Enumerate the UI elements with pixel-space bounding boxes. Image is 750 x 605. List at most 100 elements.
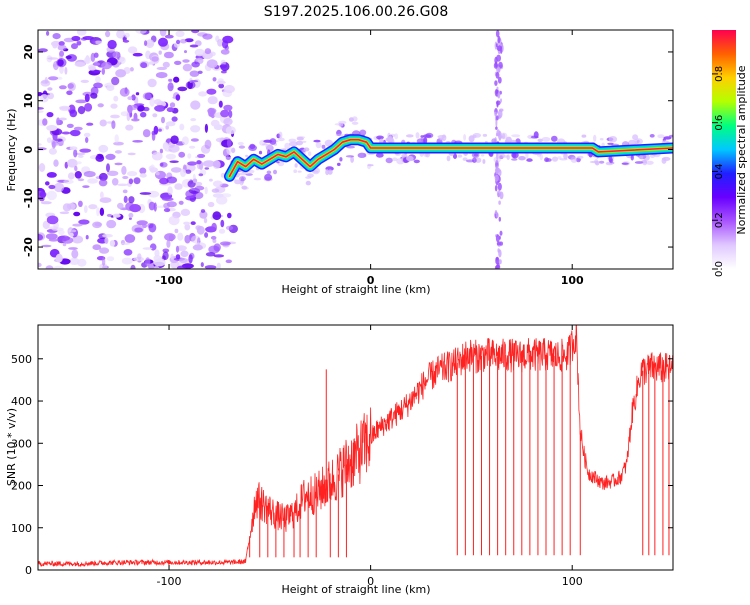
- halo-blob: [511, 134, 521, 138]
- noise-blob: [171, 116, 178, 122]
- stripe-blob: [495, 71, 500, 79]
- noise-blob: [111, 120, 116, 129]
- halo-blob: [269, 138, 277, 145]
- noise-blob: [167, 186, 173, 196]
- noise-blob: [179, 38, 187, 44]
- halo-blob: [234, 179, 242, 185]
- noise-blob: [226, 138, 232, 148]
- noise-blob: [48, 184, 56, 190]
- spectrogram-ylabel: Frequency (Hz): [5, 109, 18, 192]
- noise-blob: [84, 93, 90, 103]
- noise-blob: [112, 51, 121, 58]
- halo-blob: [339, 157, 343, 162]
- figure-title: S197.2025.106.00.26.G08: [264, 4, 449, 20]
- noise-blob: [137, 253, 142, 261]
- noise-blob: [148, 223, 157, 233]
- noise-blob: [180, 250, 189, 258]
- noise-blob: [161, 116, 165, 124]
- noise-blob: [98, 144, 109, 153]
- noise-blob: [178, 200, 184, 205]
- stripe-blob: [498, 216, 501, 222]
- halo-blob: [305, 176, 312, 179]
- noise-blob: [212, 77, 217, 82]
- noise-blob: [169, 102, 176, 108]
- noise-blob: [99, 263, 108, 269]
- stripe-blob: [500, 46, 503, 54]
- stripe-blob: [495, 234, 500, 243]
- stripe-blob: [498, 235, 501, 240]
- snr-panel: -100 0 100 0 100 200 300 400 500 Height of strai…: [5, 324, 674, 596]
- noise-blob: [113, 95, 119, 102]
- noise-blob: [194, 48, 205, 57]
- halo-blob: [518, 156, 526, 161]
- x-tick-label: 100: [561, 274, 584, 287]
- noise-blob: [155, 72, 168, 79]
- noise-blob: [67, 83, 74, 89]
- halo-blob: [338, 122, 344, 127]
- noise-blob: [184, 50, 187, 54]
- noise-blob: [84, 103, 93, 112]
- noise-blob: [104, 237, 109, 244]
- halo-blob: [634, 161, 644, 164]
- noise-blob: [199, 210, 208, 219]
- noise-blob: [202, 33, 213, 40]
- noise-blob: [184, 38, 194, 43]
- noise-blob: [80, 79, 90, 83]
- stripe-blob: [496, 54, 501, 62]
- stripe-blob: [498, 61, 503, 69]
- halo-blob: [630, 155, 634, 161]
- halo-blob: [305, 180, 311, 186]
- noise-blob: [88, 204, 98, 210]
- noise-blob: [94, 40, 103, 45]
- halo-blob: [541, 137, 551, 142]
- halo-blob: [345, 155, 355, 158]
- noise-blob: [115, 69, 127, 78]
- noise-blob: [158, 37, 168, 47]
- noise-blob: [169, 160, 179, 163]
- halo-blob: [294, 163, 298, 168]
- noise-blob: [220, 49, 230, 55]
- noise-blob: [127, 46, 138, 54]
- noise-blob: [66, 158, 78, 168]
- noise-blob: [99, 119, 107, 127]
- noise-blob: [206, 88, 217, 95]
- noise-blob: [79, 148, 92, 153]
- noise-blob: [170, 135, 179, 144]
- halo-blob: [346, 145, 355, 149]
- noise-blob: [123, 195, 128, 203]
- noise-blob: [128, 196, 135, 204]
- stripe-blob: [497, 76, 502, 84]
- noise-blob: [59, 106, 71, 112]
- halo-blob: [570, 156, 578, 163]
- noise-blob: [144, 40, 148, 46]
- noise-blob: [106, 85, 115, 91]
- halo-blob: [351, 121, 359, 125]
- halo-blob: [324, 139, 333, 147]
- noise-blob: [92, 244, 102, 251]
- halo-blob: [367, 164, 374, 167]
- noise-blob: [164, 233, 176, 241]
- halo-blob: [297, 170, 302, 173]
- x-tick-label: 0: [367, 274, 375, 287]
- noise-blob: [105, 30, 111, 38]
- noise-blob: [156, 66, 167, 71]
- halo-blob: [530, 135, 539, 139]
- noise-blob: [142, 247, 153, 250]
- halo-blob: [551, 156, 559, 162]
- noise-blob: [114, 134, 119, 143]
- noise-blob: [136, 220, 148, 226]
- noise-blob: [126, 112, 131, 122]
- noise-blob: [219, 241, 231, 246]
- stripe-blob: [494, 111, 497, 117]
- noise-blob: [159, 30, 167, 37]
- noise-blob: [53, 265, 64, 269]
- noise-blob: [184, 223, 191, 231]
- noise-blob: [168, 215, 180, 226]
- noise-blob: [212, 180, 223, 188]
- noise-blob: [107, 39, 117, 50]
- noise-blob: [226, 145, 232, 155]
- noise-blob: [92, 221, 102, 229]
- noise-blob: [166, 239, 171, 248]
- halo-blob: [576, 155, 584, 159]
- noise-blob: [213, 124, 223, 131]
